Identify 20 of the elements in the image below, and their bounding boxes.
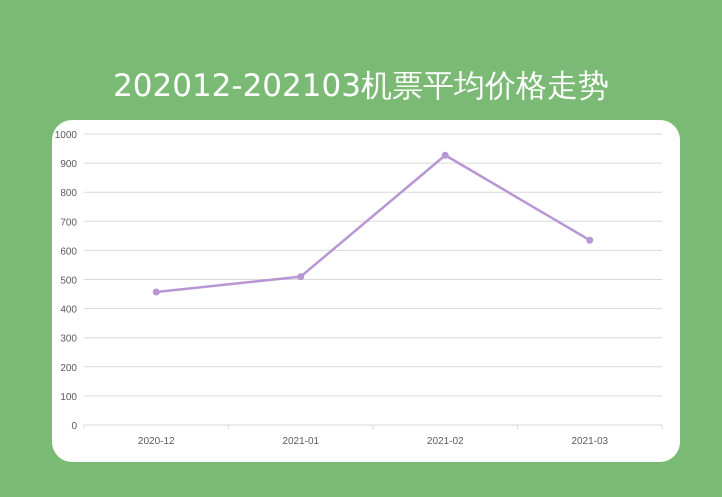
y-tick-label: 800	[60, 188, 78, 200]
point	[586, 236, 594, 244]
y-tick-label: 100	[60, 392, 78, 403]
x-tick-label: 2021-02	[426, 436, 464, 447]
x-tick-label: 2021-03	[571, 436, 609, 447]
chart-title: 202012-202103机票平均价格走势	[113, 68, 609, 104]
point	[442, 152, 449, 159]
y-tick-label: 700	[60, 217, 78, 228]
y-tick-label: 300	[60, 334, 78, 345]
y-tick-label: 900	[60, 159, 78, 170]
y-tick-label: 500	[60, 276, 78, 286]
y-tick-label: 0	[71, 421, 78, 432]
point	[297, 273, 304, 280]
x-tick-label: 2021-01	[282, 436, 320, 447]
point	[152, 288, 160, 296]
x-tick-label: 2020-12	[138, 436, 176, 447]
y-tick-label: 200	[60, 362, 78, 374]
y-tick-label: 600	[60, 246, 78, 258]
y-tick-label: 400	[60, 304, 78, 316]
y-tick-label: 1000	[54, 130, 78, 141]
